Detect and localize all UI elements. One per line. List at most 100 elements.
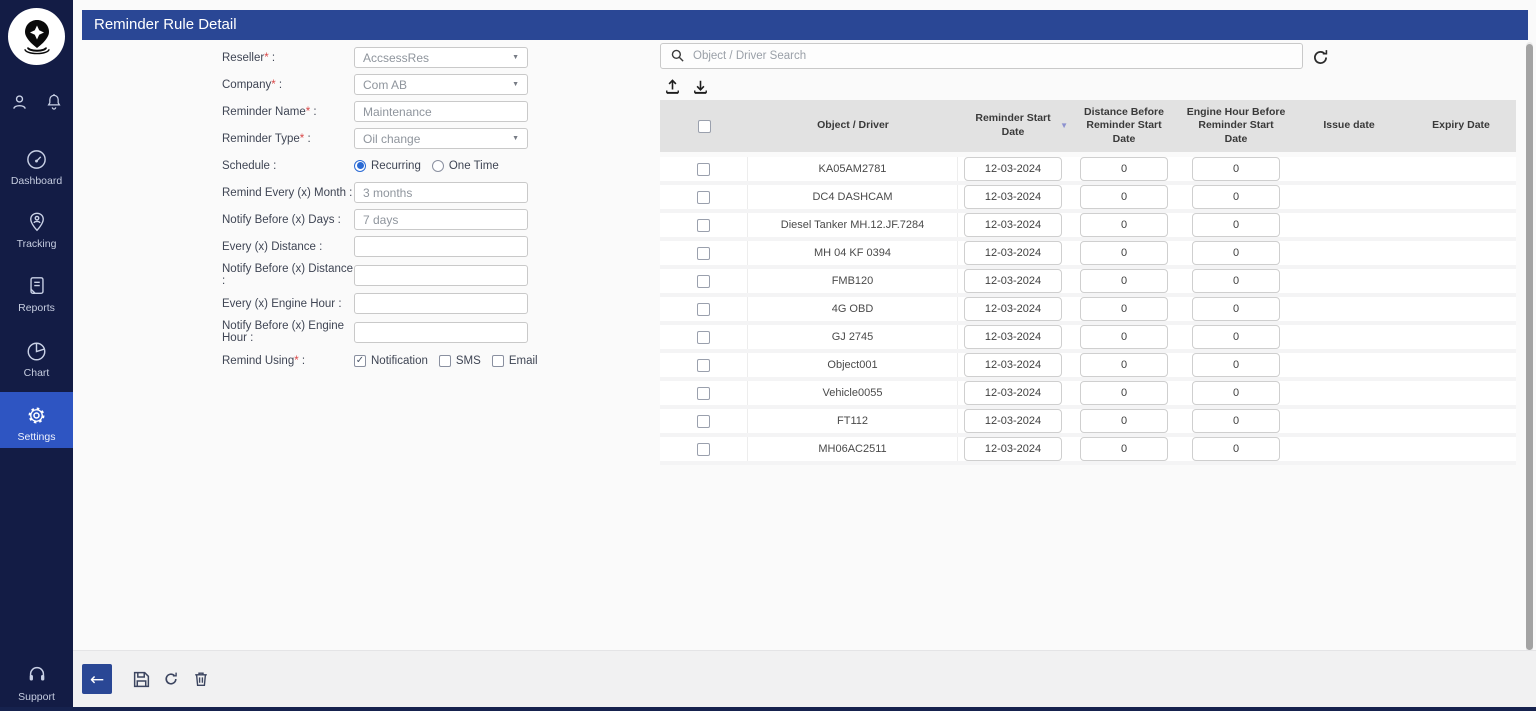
column-header-issue-date[interactable]: Issue date [1323,119,1375,132]
reminder-type-select[interactable]: Oil change ▼ [354,128,528,149]
distance-before-input[interactable]: 0 [1080,325,1168,349]
app-logo[interactable] [8,8,65,65]
engine-hour-before-input[interactable]: 0 [1192,353,1280,377]
expiry-date-cell [1406,353,1516,377]
reseller-select[interactable]: AccsessRes ▼ [354,47,528,68]
distance-before-input[interactable]: 0 [1080,157,1168,181]
distance-before-input[interactable]: 0 [1080,213,1168,237]
column-header-distance-before-reminder-start-date[interactable]: Distance Before Reminder Start Date [1084,105,1164,145]
reminder-start-date-input[interactable]: 12-03-2024 [964,353,1062,377]
row-checkbox[interactable] [697,414,710,428]
object-driver-search-input[interactable] [660,43,1303,69]
reset-button[interactable] [156,664,186,694]
distance-before-input[interactable]: 0 [1080,185,1168,209]
back-button[interactable]: ← [82,664,112,694]
engine-hour-before-input[interactable]: 0 [1192,409,1280,433]
schedule-radio-recurring[interactable] [354,159,366,172]
save-button[interactable] [126,664,156,694]
reminder-start-date-input[interactable]: 12-03-2024 [964,213,1062,237]
remind-every-x-month-input[interactable] [354,182,528,203]
reminder-name-input[interactable] [354,101,528,122]
engine-hour-before-input[interactable]: 0 [1192,437,1280,461]
issue-date-cell [1292,409,1406,433]
reminder-start-date-input[interactable]: 12-03-2024 [964,297,1062,321]
download-button[interactable] [691,77,709,95]
column-header-reminder-start-date[interactable]: Reminder Start Date ▼ [975,112,1068,138]
row-checkbox[interactable] [697,330,710,344]
reminder-start-date-input[interactable]: 12-03-2024 [964,409,1062,433]
vertical-scrollbar[interactable] [1526,42,1533,660]
sidebar-item-settings[interactable]: Settings [0,392,73,448]
select-all-checkbox[interactable] [697,119,711,133]
expiry-date-cell [1406,297,1516,321]
refresh-list-button[interactable] [1309,46,1331,68]
row-checkbox[interactable] [697,358,710,372]
row-checkbox[interactable] [697,274,710,288]
every-x-engine-hour-input[interactable] [354,293,528,314]
every-x-distance-input[interactable] [354,236,528,257]
import-export-tools [663,77,709,95]
field-label: Notify Before (x) Distance : [222,263,354,287]
distance-before-input[interactable]: 0 [1080,353,1168,377]
field-label: Schedule : [222,159,277,172]
upload-button[interactable] [663,77,681,95]
remind-using-checkbox-email[interactable] [491,354,504,367]
engine-hour-before-input[interactable]: 0 [1192,297,1280,321]
sidebar-item-tracking[interactable]: Tracking [0,205,73,256]
delete-button[interactable] [186,664,216,694]
distance-before-input[interactable]: 0 [1080,297,1168,321]
distance-before-input[interactable]: 0 [1080,381,1168,405]
refresh-icon [161,670,181,688]
row-checkbox[interactable] [697,246,710,260]
engine-hour-before-input[interactable]: 0 [1192,241,1280,265]
bell-icon[interactable] [44,92,64,113]
row-checkbox[interactable] [697,442,710,456]
notify-before-x-engine-hour-input[interactable] [354,321,528,343]
reminder-start-date-input[interactable]: 12-03-2024 [964,325,1062,349]
reminder-rule-form: Reseller* : AccsessRes ▼ Company* : Com AB ▼ R… [222,47,682,377]
sort-desc-icon[interactable]: ▼ [1060,121,1068,130]
engine-hour-before-input[interactable]: 0 [1192,269,1280,293]
reminder-start-date-input[interactable]: 12-03-2024 [964,185,1062,209]
reminder-start-date-input[interactable]: 12-03-2024 [964,269,1062,293]
distance-before-input[interactable]: 0 [1080,437,1168,461]
notify-before-x-days-input[interactable] [354,209,528,230]
engine-hour-before-input[interactable]: 0 [1192,157,1280,181]
engine-hour-before-input[interactable]: 0 [1192,213,1280,237]
engine-hour-before-input[interactable]: 0 [1192,381,1280,405]
reminder-start-date-input[interactable]: 12-03-2024 [964,241,1062,265]
row-checkbox[interactable] [697,218,710,232]
row-checkbox[interactable] [697,386,710,400]
engine-hour-before-input[interactable]: 0 [1192,185,1280,209]
sidebar-item-reports[interactable]: Reports [0,269,73,320]
user-icon[interactable] [9,92,30,113]
chevron-down-icon: ▼ [512,135,519,142]
table-row: Vehicle0055 12-03-2024 0 0 [660,381,1516,409]
sidebar-item-support[interactable]: Support [0,658,73,709]
remind-using-checkbox-sms[interactable] [438,354,451,367]
notify-before-x-distance-input[interactable] [354,264,528,286]
reminder-start-date-input[interactable]: 12-03-2024 [964,381,1062,405]
sidebar-item-label: Dashboard [10,175,63,187]
sidebar-item-dashboard[interactable]: Dashboard [0,142,73,193]
issue-date-cell [1292,381,1406,405]
row-checkbox[interactable] [697,302,710,316]
row-checkbox[interactable] [697,190,710,204]
remind-using-checkbox-notification[interactable]: ✓ [354,354,366,367]
download-icon [691,78,709,95]
distance-before-input[interactable]: 0 [1080,409,1168,433]
column-header-object-driver[interactable]: Object / Driver [817,119,889,132]
column-header-engine-hour-before-reminder-start-date[interactable]: Engine Hour Before Reminder Start Date [1186,105,1286,145]
column-header-expiry-date[interactable]: Expiry Date [1432,119,1490,132]
distance-before-input[interactable]: 0 [1080,269,1168,293]
reminder-start-date-input[interactable]: 12-03-2024 [964,157,1062,181]
distance-before-input[interactable]: 0 [1080,241,1168,265]
engine-hour-before-input[interactable]: 0 [1192,325,1280,349]
reminder-start-date-input[interactable]: 12-03-2024 [964,437,1062,461]
object-driver-name: FT112 [837,415,868,427]
schedule-radio-one-time[interactable] [431,159,444,172]
row-checkbox[interactable] [697,162,710,176]
scrollbar-thumb[interactable] [1526,44,1533,650]
sidebar-item-chart[interactable]: Chart [0,334,73,385]
company-select[interactable]: Com AB ▼ [354,74,528,95]
